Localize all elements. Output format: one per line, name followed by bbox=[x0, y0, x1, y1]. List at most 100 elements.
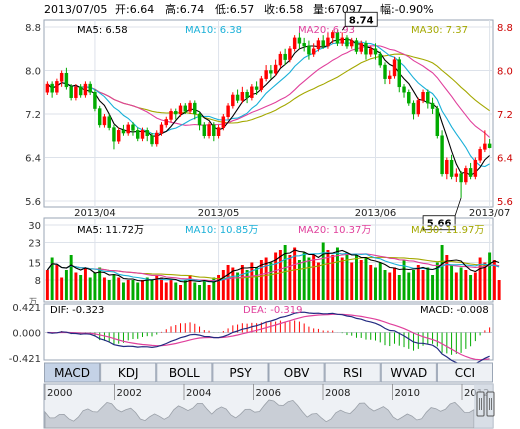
tab-wvad[interactable]: WVAD bbox=[380, 362, 437, 383]
volume-bar bbox=[207, 285, 211, 300]
price-candles bbox=[45, 30, 492, 198]
timeline-history-area bbox=[44, 399, 475, 429]
volume-bar bbox=[226, 265, 230, 300]
volume-bar bbox=[492, 260, 496, 300]
candle-body bbox=[231, 94, 235, 107]
candle-body bbox=[297, 37, 302, 44]
annotation-label: 5.66 bbox=[427, 219, 452, 230]
volume-bar bbox=[60, 277, 64, 300]
candle bbox=[231, 92, 235, 109]
annotation-box bbox=[344, 11, 378, 27]
volume-bar bbox=[160, 277, 163, 300]
tab-cci[interactable]: CCI bbox=[436, 362, 493, 383]
candle-body bbox=[202, 124, 207, 136]
tab-macd[interactable]: MACD bbox=[44, 362, 101, 383]
candle-body bbox=[112, 127, 116, 142]
volume-bar bbox=[331, 255, 335, 300]
candle-body bbox=[483, 143, 487, 150]
tab-label: PSY bbox=[229, 366, 252, 380]
macd-dea-line bbox=[47, 313, 490, 361]
volume-bar bbox=[354, 255, 358, 300]
volume-bar bbox=[202, 280, 206, 300]
macd-tick: 0.000 bbox=[12, 329, 41, 340]
volume-bar bbox=[378, 262, 382, 300]
annotation-box bbox=[422, 215, 456, 231]
candle bbox=[278, 51, 283, 68]
volume-ma20-line bbox=[46, 253, 500, 282]
quote-low: 低:6.57 bbox=[215, 3, 254, 16]
volume-bar bbox=[469, 275, 473, 300]
candle-body bbox=[116, 130, 121, 142]
annotation-label: 8.74 bbox=[349, 15, 374, 26]
candle bbox=[45, 81, 50, 95]
price-tick-right: 6.4 bbox=[497, 154, 513, 165]
candle-body bbox=[193, 102, 197, 115]
tab-psy[interactable]: PSY bbox=[212, 362, 269, 383]
candle-body bbox=[397, 59, 401, 88]
tab-label: BOLL bbox=[169, 366, 200, 380]
candle-body bbox=[155, 132, 159, 145]
candle bbox=[449, 154, 454, 180]
tab-kdj[interactable]: KDJ bbox=[100, 362, 157, 383]
candle bbox=[78, 84, 83, 98]
candle bbox=[259, 75, 264, 93]
tab-boll[interactable]: BOLL bbox=[156, 362, 213, 383]
candle bbox=[473, 157, 478, 180]
candle bbox=[74, 84, 78, 101]
candle bbox=[97, 105, 102, 128]
tab-label: RSI bbox=[343, 366, 363, 380]
candle-body bbox=[50, 83, 54, 93]
volume-bar bbox=[150, 280, 154, 300]
volume-bar bbox=[435, 262, 439, 300]
candle bbox=[383, 62, 387, 85]
candle bbox=[245, 89, 249, 104]
candle bbox=[102, 114, 107, 128]
volume-bar bbox=[141, 280, 144, 300]
candle bbox=[445, 157, 449, 180]
volume-bar bbox=[250, 262, 254, 300]
timeline-handle-right[interactable] bbox=[486, 391, 495, 417]
timeline-handle-left[interactable] bbox=[476, 391, 485, 417]
candle-body bbox=[302, 43, 306, 47]
volume-bar bbox=[454, 272, 458, 300]
volume-bar bbox=[402, 260, 406, 300]
price-tick-left: 8.0 bbox=[25, 67, 41, 78]
volume-bar bbox=[193, 282, 197, 300]
volume-bar bbox=[421, 270, 425, 300]
candle-body bbox=[55, 81, 59, 93]
timeline-year-label: 2002 bbox=[117, 388, 142, 399]
candle bbox=[183, 103, 188, 114]
candle-body bbox=[74, 86, 78, 98]
volume-bar bbox=[473, 272, 477, 300]
volume-bar bbox=[212, 277, 216, 300]
tab-label: MACD bbox=[54, 366, 90, 380]
tab-obv[interactable]: OBV bbox=[268, 362, 325, 383]
candle bbox=[240, 86, 245, 104]
candle bbox=[397, 56, 401, 93]
price-ma10-line bbox=[47, 41, 490, 168]
candle-body bbox=[349, 40, 354, 47]
tab-rsi[interactable]: RSI bbox=[324, 362, 381, 383]
candle bbox=[326, 32, 330, 49]
candle bbox=[407, 89, 411, 106]
macd-histogram bbox=[51, 320, 491, 355]
candle-body bbox=[64, 72, 69, 88]
volume-y-axis: 8 15 23 30 万 bbox=[28, 221, 41, 306]
volume-bar bbox=[412, 270, 416, 300]
volume-bar bbox=[278, 250, 282, 300]
candle-body bbox=[78, 86, 83, 96]
quote-date: 2013/07/05 bbox=[44, 3, 107, 16]
volume-bar bbox=[283, 245, 287, 300]
volume-bar bbox=[383, 270, 387, 300]
candle bbox=[216, 124, 221, 139]
candle-body bbox=[468, 168, 473, 177]
candle bbox=[159, 122, 164, 136]
price-legend-ma10: MA10: 6.38 bbox=[185, 25, 242, 36]
price-tick-left: 5.6 bbox=[25, 197, 41, 208]
candle-body bbox=[174, 111, 178, 115]
price-ma-lines bbox=[47, 38, 490, 177]
candle-body bbox=[178, 105, 183, 115]
candle-body bbox=[235, 94, 240, 101]
volume-legend-ma5: MA5: 11.72万 bbox=[77, 225, 144, 236]
